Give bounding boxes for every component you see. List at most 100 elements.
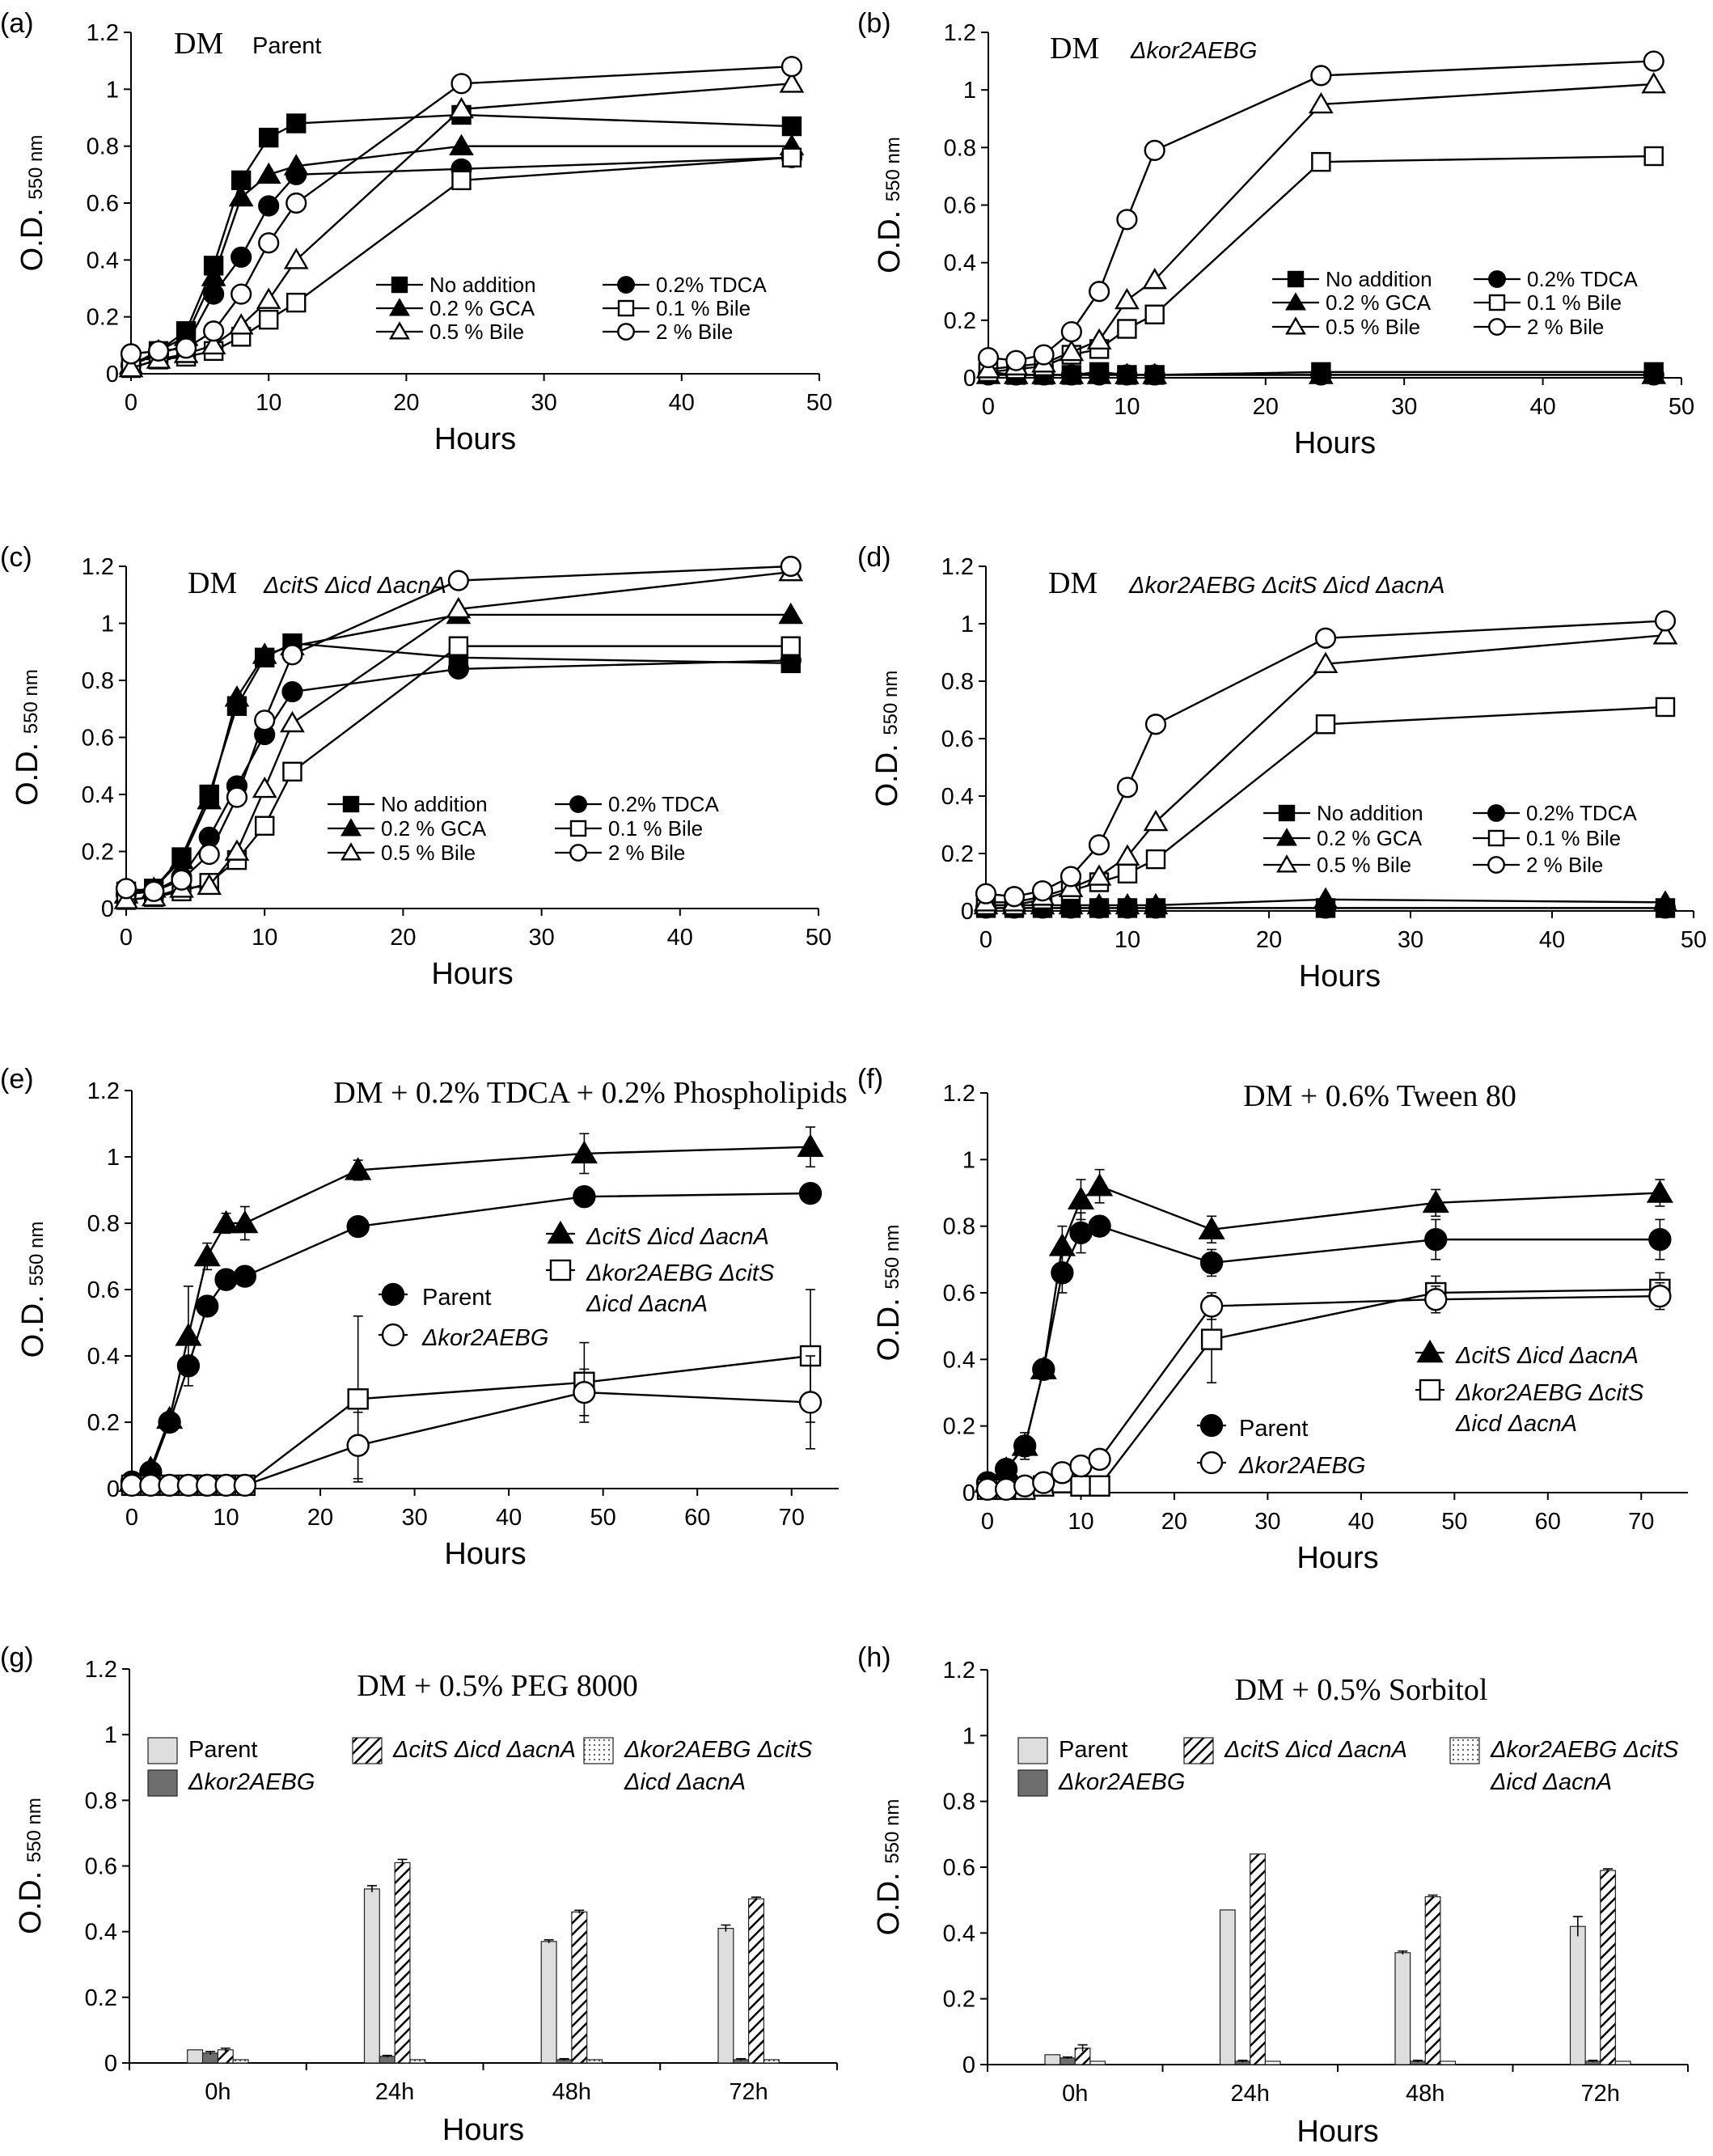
y-axis-label-sub: 550 nm <box>26 1222 48 1286</box>
data-point <box>1313 887 1339 909</box>
y-tick-label: 0.2 <box>941 841 974 867</box>
y-tick-label: 0.6 <box>943 1855 975 1881</box>
data-point <box>1652 890 1678 912</box>
legend-marker <box>1199 1413 1224 1438</box>
legend-label: No addition <box>1326 267 1432 291</box>
y-axis-label-main: O.D. <box>16 1286 50 1358</box>
series-line <box>988 155 1654 374</box>
legend-marker <box>1276 828 1297 846</box>
series-2 <box>121 1289 822 1497</box>
legend-swatch <box>1183 1737 1214 1764</box>
data-point <box>570 1140 598 1164</box>
bar-series-0 <box>187 1885 734 2064</box>
y-tick-label: 0.8 <box>943 1214 975 1240</box>
data-point <box>1032 1358 1055 1381</box>
data-point <box>176 1354 201 1378</box>
legend-marker <box>1488 270 1506 288</box>
y-tick-label: 1.2 <box>87 20 119 46</box>
data-point <box>115 878 137 900</box>
data-point <box>1655 697 1676 718</box>
data-point <box>779 71 805 93</box>
legend-label: Δkor2AEBG ΔcitS <box>1455 1380 1644 1406</box>
data-point <box>1003 886 1026 908</box>
bar <box>232 2059 249 2064</box>
legend-label: Parent <box>1059 1737 1127 1763</box>
y-axis-label: O.D. 550 nm <box>873 137 907 273</box>
data-point <box>1198 1216 1225 1240</box>
bar <box>1044 2054 1061 2065</box>
data-point <box>1088 1214 1111 1238</box>
panel-label: (c) <box>0 542 32 573</box>
legend: ΔcitS Δicd ΔacnA Parent Δkor2AEBG ΔcitS Δic… <box>379 1220 775 1351</box>
legend-label: No addition <box>381 792 488 816</box>
data-point <box>346 1434 370 1457</box>
legend-label: Parent <box>422 1285 491 1311</box>
y-tick-label: 0.2 <box>943 1987 975 2013</box>
x-tick-label: 40 <box>1529 394 1555 420</box>
y-axis-label: O.D. 550 nm <box>16 1222 50 1358</box>
data-point <box>1115 844 1140 866</box>
x-tick-label: 20 <box>1161 1509 1187 1535</box>
y-tick-label: 0.4 <box>87 1344 120 1370</box>
data-point <box>1060 320 1082 343</box>
x-tick-label: 48h <box>552 2079 591 2105</box>
data-point <box>231 283 252 305</box>
bar-series-2 <box>1074 1853 1616 2065</box>
x-tick-label: 50 <box>806 925 831 951</box>
chart-title: DM <box>1048 566 1098 600</box>
data-point <box>1086 864 1112 886</box>
legend-label: Δicd ΔacnA <box>586 1291 708 1317</box>
data-point <box>1142 362 1168 384</box>
legend-label: 0.5 % Bile <box>429 320 524 344</box>
legend-marker <box>569 795 587 813</box>
data-point <box>1005 349 1027 371</box>
legend-label: ΔcitS Δicd ΔacnA <box>392 1737 576 1763</box>
data-point <box>1143 809 1169 832</box>
data-point <box>203 320 225 342</box>
y-tick-label: 0.8 <box>82 668 114 694</box>
chart-title: DM <box>1050 32 1099 66</box>
y-tick-label: 1 <box>107 1145 120 1171</box>
series-3 <box>120 1355 823 1497</box>
y-axis-label-sub: 550 nm <box>25 135 47 200</box>
data-point <box>120 343 142 365</box>
x-axis-label: Hours <box>1296 1541 1378 1575</box>
legend-label: 0.5 % Bile <box>1326 315 1420 339</box>
data-point <box>1310 65 1332 87</box>
bar <box>1250 1853 1266 2065</box>
data-point <box>1086 362 1112 384</box>
data-point <box>226 786 248 808</box>
data-point <box>1117 863 1138 884</box>
x-tick-label: 20 <box>1253 394 1279 420</box>
legend-swatch <box>147 1769 178 1797</box>
legend-marker <box>569 820 587 837</box>
series-5 <box>975 610 1677 908</box>
data-point <box>1646 1180 1673 1203</box>
data-point <box>1116 209 1138 231</box>
data-point <box>1308 91 1334 114</box>
legend-label: Δkor2AEBG <box>421 1325 548 1351</box>
data-point <box>1648 1227 1672 1252</box>
legend-label: 0.2% TDCA <box>608 792 719 816</box>
y-tick-label: 0.4 <box>82 782 114 808</box>
y-axis-label-main: O.D. <box>870 735 904 807</box>
data-point <box>176 1473 201 1497</box>
chart-subtitle: ΔcitS Δicd ΔacnA <box>263 573 446 599</box>
bar <box>1424 1896 1441 2065</box>
panel-e: (e) 0 0.2 0.4 0.6 0.8 1 1.2 0 10 20 30 40 50 60 70 Hours… <box>0 1064 848 1571</box>
legend-label: Δkor2AEBG <box>1238 1453 1365 1479</box>
y-tick-label: 0.8 <box>87 1211 120 1237</box>
data-point <box>281 681 303 703</box>
bar <box>571 1911 588 2064</box>
data-point <box>1643 50 1664 72</box>
data-point <box>120 1473 144 1497</box>
y-axis-label-sub: 550 nm <box>882 1225 903 1290</box>
x-tick-label: 0h <box>205 2079 231 2105</box>
bar <box>1219 1909 1236 2065</box>
data-point <box>781 116 802 137</box>
legend-marker <box>389 298 410 316</box>
legend-marker <box>1487 829 1505 847</box>
data-point <box>193 1243 221 1267</box>
y-axis-label-sub: 550 nm <box>882 137 904 201</box>
